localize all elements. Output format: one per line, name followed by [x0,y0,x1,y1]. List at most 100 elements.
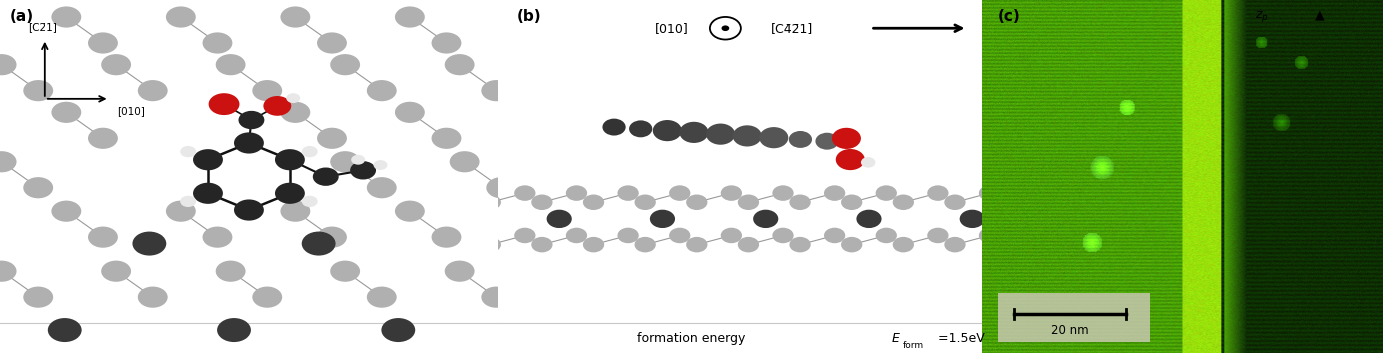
Circle shape [445,54,474,75]
Circle shape [892,195,914,210]
Circle shape [89,227,118,248]
Circle shape [281,6,310,28]
Circle shape [582,195,604,210]
Circle shape [133,232,166,256]
Text: =1.5eV: =1.5eV [934,332,985,345]
Circle shape [892,237,914,252]
Circle shape [194,183,223,204]
Circle shape [824,228,845,243]
Text: $z_p$: $z_p$ [1254,9,1268,24]
Circle shape [209,93,239,115]
Circle shape [617,185,639,201]
Text: 20 nm: 20 nm [1051,324,1088,337]
Circle shape [927,228,949,243]
Circle shape [216,261,246,282]
Circle shape [686,195,708,210]
Circle shape [514,185,535,201]
Circle shape [772,228,794,243]
Circle shape [788,131,812,148]
Circle shape [0,151,17,172]
Circle shape [979,185,1000,201]
Circle shape [629,120,653,137]
Text: [010]: [010] [656,22,689,35]
Circle shape [979,228,1000,243]
Circle shape [875,228,898,243]
Circle shape [514,228,535,243]
Text: ▲: ▲ [1315,9,1325,22]
Circle shape [396,201,425,222]
Circle shape [48,318,82,342]
Circle shape [721,185,743,201]
Circle shape [546,210,571,228]
Circle shape [945,195,965,210]
Circle shape [617,228,639,243]
Circle shape [737,195,759,210]
Circle shape [366,287,397,308]
Circle shape [234,132,264,154]
Circle shape [790,195,810,210]
Circle shape [945,237,965,252]
Circle shape [217,318,250,342]
FancyBboxPatch shape [999,293,1151,342]
Circle shape [831,128,860,149]
Circle shape [301,232,336,256]
Circle shape [860,157,875,168]
Circle shape [722,25,729,31]
Circle shape [531,237,553,252]
Circle shape [301,196,318,207]
Circle shape [0,54,17,75]
Circle shape [396,6,425,28]
Circle shape [835,149,864,170]
Circle shape [331,151,360,172]
Text: [010]: [010] [118,106,145,116]
Circle shape [138,80,167,101]
Circle shape [669,185,690,201]
Circle shape [24,177,53,198]
Circle shape [216,54,246,75]
Circle shape [875,185,898,201]
Circle shape [772,185,794,201]
Circle shape [166,6,196,28]
Circle shape [653,120,682,141]
Circle shape [51,6,82,28]
Circle shape [317,227,347,248]
Circle shape [603,119,625,136]
Circle shape [166,201,196,222]
Circle shape [202,227,232,248]
Circle shape [431,32,462,54]
Circle shape [331,54,360,75]
Circle shape [101,54,131,75]
Circle shape [686,237,708,252]
Circle shape [480,195,501,210]
Circle shape [202,32,232,54]
Circle shape [841,195,863,210]
Circle shape [366,80,397,101]
Circle shape [275,149,304,170]
Circle shape [89,128,118,149]
Circle shape [449,151,480,172]
Circle shape [89,32,118,54]
Circle shape [396,102,425,123]
Circle shape [481,80,512,101]
Circle shape [286,93,300,103]
Circle shape [431,128,462,149]
Circle shape [24,287,53,308]
Circle shape [759,127,788,148]
Circle shape [252,80,282,101]
Circle shape [51,102,82,123]
Circle shape [366,177,397,198]
Circle shape [480,237,501,252]
Circle shape [194,149,223,170]
Circle shape [431,227,462,248]
Circle shape [24,80,53,101]
Circle shape [566,228,588,243]
Text: (b): (b) [517,9,542,24]
Circle shape [721,228,743,243]
Circle shape [960,210,985,228]
Circle shape [790,237,810,252]
Circle shape [707,124,736,145]
Circle shape [281,102,310,123]
Text: [С2̄1]: [С2̄1] [28,22,57,32]
Circle shape [350,161,376,179]
Circle shape [669,228,690,243]
